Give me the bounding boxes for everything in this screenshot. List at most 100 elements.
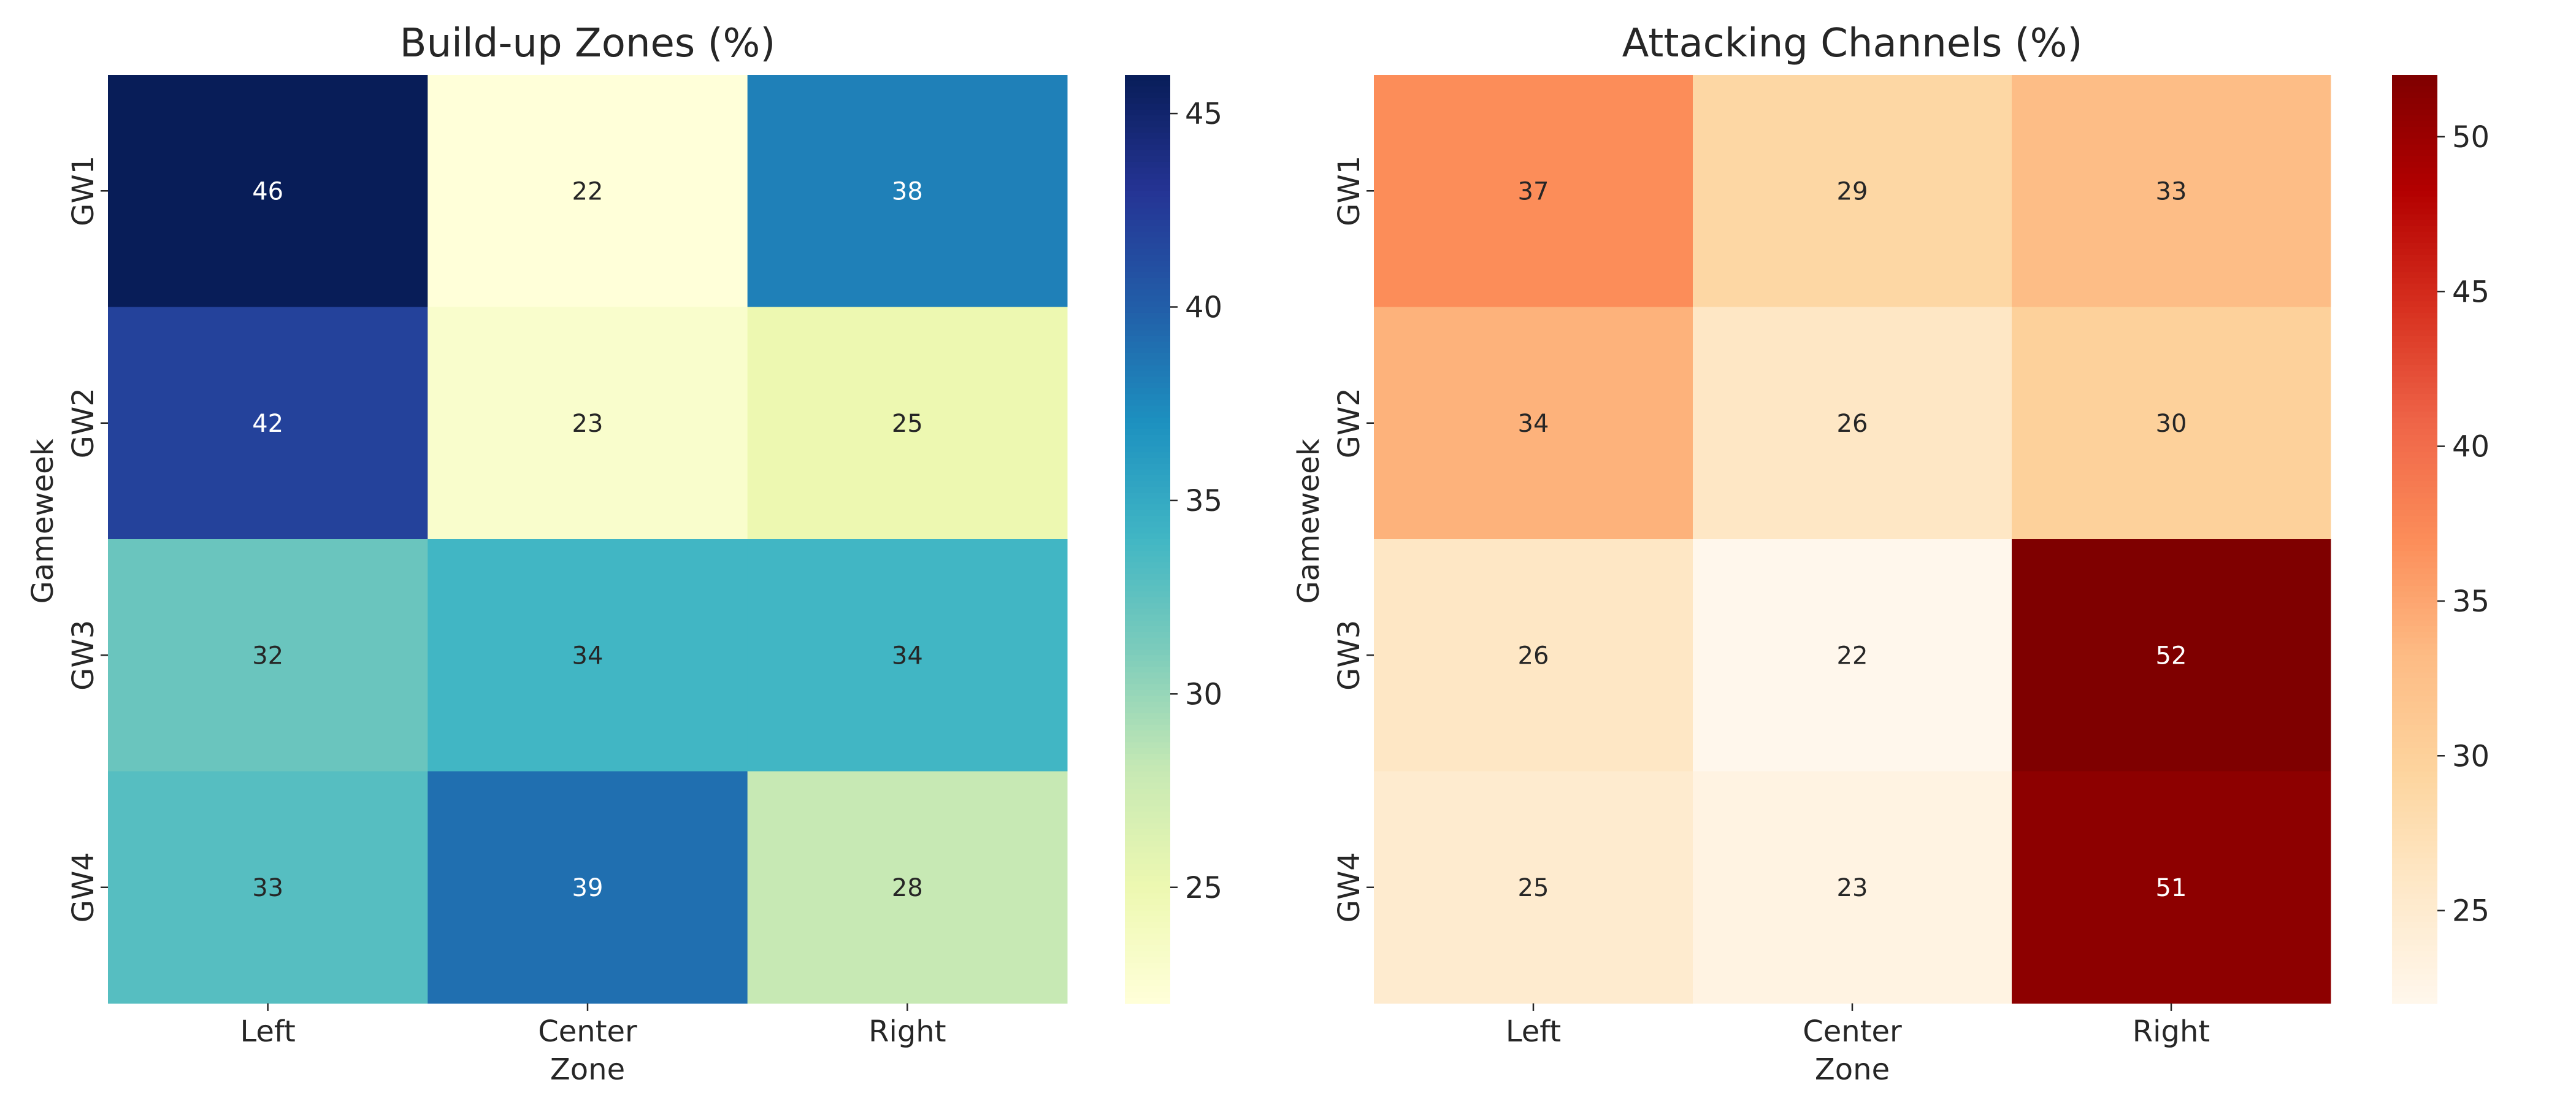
build-up-colorbar-tick-45: 45 — [1185, 97, 1222, 131]
attacking-colorbar-segment — [2392, 220, 2437, 226]
build-up-colorbar-segment — [1125, 806, 1170, 813]
attacking-colorbar-segment — [2392, 562, 2437, 569]
build-up-y-axis-label: Gameweek — [26, 439, 60, 604]
attacking-colorbar-segment — [2392, 573, 2437, 581]
attacking-colorbar-segment — [2392, 724, 2437, 732]
build-up-colorbar-segment — [1125, 939, 1170, 946]
build-up-colorbar-segment — [1125, 347, 1170, 354]
attacking-cell-value: 22 — [1837, 642, 1868, 670]
build-up-colorbar-segment — [1125, 713, 1170, 720]
build-up-colorbar-segment — [1125, 556, 1170, 563]
build-up-y-tick-gw2: GW2 — [66, 388, 101, 458]
attacking-colorbar-segment — [2392, 377, 2437, 383]
build-up-colorbar-segment — [1125, 446, 1170, 453]
attacking-colorbar-segment — [2392, 811, 2437, 818]
attacking-colorbar-segment — [2392, 92, 2437, 99]
build-up-cell-value: 32 — [252, 642, 283, 670]
build-up-cell-value: 28 — [892, 874, 923, 902]
build-up-colorbar-segment — [1125, 342, 1170, 348]
attacking-cell-gw1-center — [1693, 75, 2012, 307]
attacking-cell-value: 26 — [1518, 642, 1549, 670]
build-up-colorbar-segment — [1125, 962, 1170, 970]
build-up-colorbar-segment — [1125, 144, 1170, 151]
attacking-colorbar-segment — [2392, 997, 2437, 1004]
attacking-colorbar-segment — [2392, 167, 2437, 174]
build-up-colorbar-segment — [1125, 295, 1170, 302]
build-up-colorbar-segment — [1125, 318, 1170, 325]
attacking-colorbar-segment — [2392, 248, 2437, 256]
build-up-colorbar-segment — [1125, 649, 1170, 656]
attacking-colorbar-segment — [2392, 104, 2437, 110]
build-up-colorbar-segment — [1125, 493, 1170, 499]
build-up-colorbar-segment — [1125, 637, 1170, 645]
attacking-colorbar-segment — [2392, 132, 2437, 139]
attacking-colorbar-segment — [2392, 701, 2437, 708]
build-up-colorbar-segment — [1125, 469, 1170, 476]
attacking-colorbar-segment — [2392, 196, 2437, 203]
attacking-colorbar-segment — [2392, 864, 2437, 871]
attacking-colorbar-segment — [2392, 109, 2437, 117]
attacking-colorbar-segment — [2392, 318, 2437, 325]
attacking-y-tick-gw2: GW2 — [1332, 388, 1367, 458]
build-up-colorbar-segment — [1125, 475, 1170, 482]
build-up-colorbar-segment — [1125, 933, 1170, 940]
build-up-cell-value: 23 — [572, 410, 604, 438]
attacking-colorbar-segment — [2392, 597, 2437, 604]
attacking-colorbar-segment — [2392, 312, 2437, 320]
attacking-x-tick-right: Right — [2133, 1014, 2210, 1049]
build-up-colorbar-segment — [1125, 486, 1170, 494]
attacking-cell-value: 33 — [2156, 177, 2187, 205]
build-up-cell-value: 25 — [892, 410, 923, 438]
build-up-cell-gw1-left — [108, 75, 428, 307]
build-up-colorbar-segment — [1125, 405, 1170, 412]
attacking-colorbar-segment — [2392, 783, 2437, 789]
attacking-colorbar-segment — [2392, 580, 2437, 586]
build-up-colorbar-segment — [1125, 626, 1170, 633]
build-up-colorbar-segment — [1125, 150, 1170, 157]
attacking-y-tick-gw4: GW4 — [1332, 852, 1367, 922]
build-up-colorbar-segment — [1125, 905, 1170, 911]
build-up-colorbar-segment — [1125, 388, 1170, 395]
attacking-x-tick-center: Center — [1803, 1014, 1902, 1049]
attacking-colorbar-segment — [2392, 498, 2437, 505]
attacking-colorbar-segment — [2392, 434, 2437, 441]
attacking-cell-gw4-right — [2012, 771, 2331, 1004]
attacking-colorbar-segment — [2392, 765, 2437, 772]
attacking-colorbar-segment — [2392, 243, 2437, 250]
build-up-colorbar-segment — [1125, 573, 1170, 581]
attacking-cell-gw4-left — [1374, 771, 1693, 1004]
attacking-colorbar-segment — [2392, 927, 2437, 935]
build-up-colorbar-segment — [1125, 80, 1170, 87]
attacking-colorbar-segment — [2392, 916, 2437, 923]
attacking-colorbar-segment — [2392, 719, 2437, 726]
attacking-colorbar-segment — [2392, 423, 2437, 430]
attacking-colorbar-segment — [2392, 405, 2437, 412]
build-up-cell-gw3-center — [427, 539, 748, 772]
attacking-colorbar-segment — [2392, 115, 2437, 122]
build-up-colorbar-segment — [1125, 968, 1170, 975]
build-up-colorbar-segment — [1125, 910, 1170, 917]
attacking-colorbar-segment — [2392, 968, 2437, 975]
build-up-colorbar-segment — [1125, 701, 1170, 708]
build-up-colorbar-segment — [1125, 196, 1170, 203]
build-up-cell-gw4-center — [427, 771, 748, 1004]
attacking-colorbar-segment — [2392, 829, 2437, 836]
attacking-colorbar-segment — [2392, 794, 2437, 801]
attacking-colorbar-segment — [2392, 486, 2437, 494]
build-up-cell-gw4-left — [108, 771, 428, 1004]
attacking-colorbar-segment — [2392, 429, 2437, 435]
attacking-colorbar-segment — [2392, 736, 2437, 743]
build-up-colorbar-segment — [1125, 179, 1170, 186]
attacking-colorbar-segment — [2392, 370, 2437, 377]
build-up-colorbar-segment — [1125, 759, 1170, 766]
build-up-colorbar-segment — [1125, 278, 1170, 285]
attacking-colorbar-segment — [2392, 272, 2437, 278]
attacking-cell-gw3-center — [1693, 539, 2012, 772]
build-up-cell-value: 22 — [572, 177, 604, 205]
build-up-colorbar-segment — [1125, 719, 1170, 726]
attacking-colorbar-segment — [2392, 852, 2437, 859]
attacking-colorbar-segment — [2392, 539, 2437, 546]
build-up-colorbar-segment — [1125, 139, 1170, 145]
build-up-colorbar-segment — [1125, 788, 1170, 795]
